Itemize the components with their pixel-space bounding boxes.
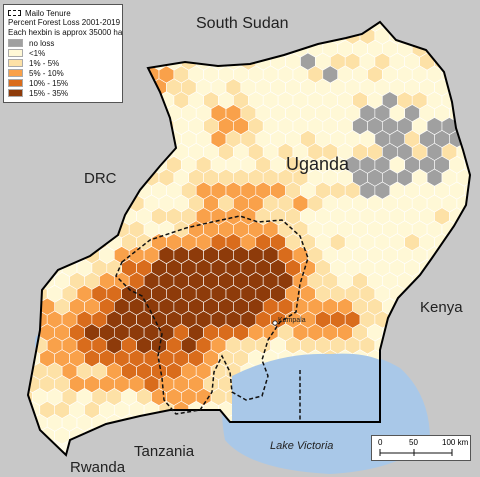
legend-class-label-3: 5% - 10% [29, 68, 64, 78]
kenya-label: Kenya [420, 299, 463, 316]
legend-title: Percent Forest Loss 2001-2019 [8, 18, 121, 27]
scale-bar: 0 50 100 km [371, 435, 471, 461]
legend-class-label-1: <1% [29, 48, 46, 58]
legend-class-0: no loss [8, 38, 118, 48]
drc-label: DRC [84, 170, 117, 187]
legend-class-label-2: 1% - 5% [29, 58, 60, 68]
scale-bar-graphic [379, 449, 453, 456]
legend-swatch-1 [8, 49, 23, 57]
scale-tick-2: 100 km [442, 438, 469, 447]
kampala-label: Kampala [278, 317, 306, 324]
legend-swatch-5 [8, 89, 23, 97]
legend-swatch-0 [8, 39, 23, 47]
legend-swatch-4 [8, 79, 23, 87]
scale-tick-0: 0 [378, 438, 383, 447]
lake-victoria-overlay [232, 353, 380, 422]
legend-class-label-5: 15% - 35% [29, 88, 69, 98]
south-sudan-label: South Sudan [196, 15, 289, 32]
legend-class-5: 15% - 35% [8, 88, 118, 98]
uganda-label: Uganda [286, 154, 350, 174]
legend-boundary-label: Mailo Tenure [25, 8, 71, 18]
legend: Mailo Tenure Percent Forest Loss 2001-20… [3, 4, 123, 103]
rwanda-label: Rwanda [70, 459, 126, 476]
legend-boundary-row: Mailo Tenure [8, 8, 118, 18]
legend-class-1: <1% [8, 48, 118, 58]
kampala-marker [272, 320, 278, 326]
legend-class-2: 1% - 5% [8, 58, 118, 68]
dashed-line-symbol [8, 10, 21, 16]
legend-class-label-4: 10% - 15% [29, 78, 69, 88]
scale-tick-1: 50 [409, 438, 418, 447]
legend-swatch-2 [8, 59, 23, 67]
legend-subtitle: Each hexbin is approx 35000 ha [8, 28, 123, 37]
legend-class-4: 10% - 15% [8, 78, 118, 88]
legend-class-3: 5% - 10% [8, 68, 118, 78]
tanzania-label: Tanzania [134, 443, 195, 460]
lake-victoria-label: Lake Victoria [270, 440, 333, 452]
legend-class-label-0: no loss [29, 38, 55, 48]
mailo-tenure-boundary [115, 215, 309, 415]
legend-swatch-3 [8, 69, 23, 77]
